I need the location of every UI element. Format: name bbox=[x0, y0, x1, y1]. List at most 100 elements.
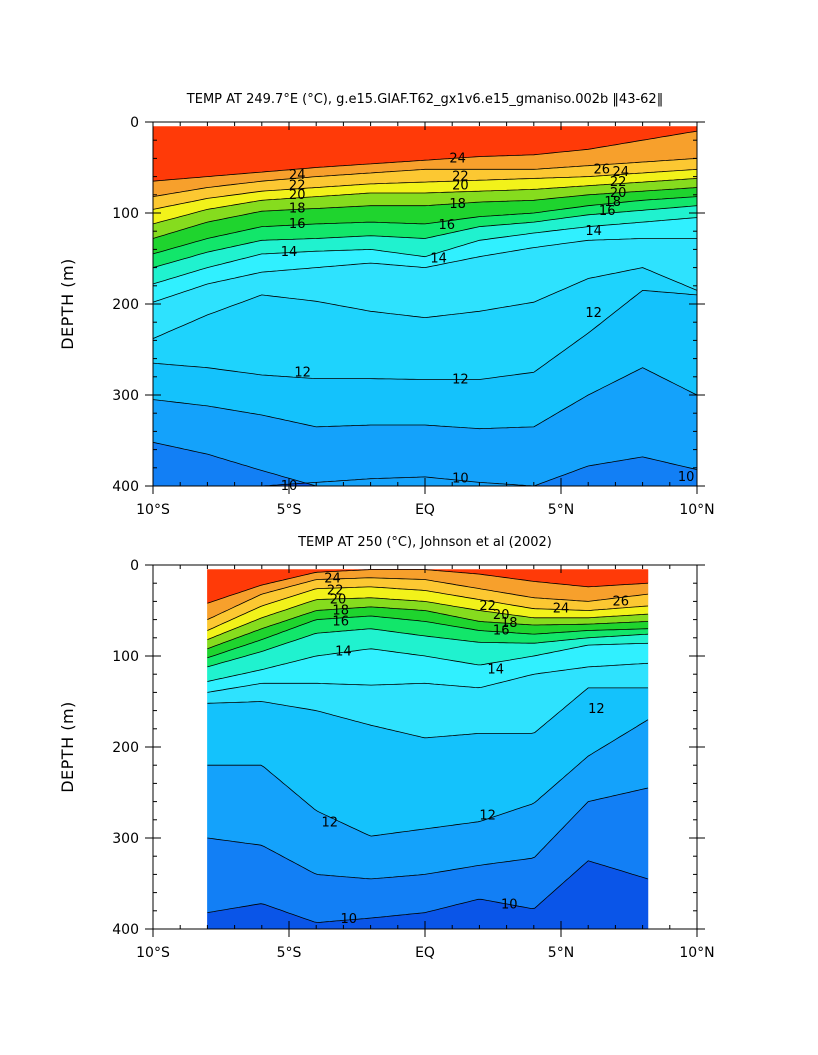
contour-label: 14 bbox=[585, 224, 602, 239]
isotherm-line bbox=[153, 158, 697, 197]
contour-label: 12 bbox=[479, 808, 496, 823]
axis-ticks bbox=[145, 121, 705, 494]
isotherm-line bbox=[207, 719, 649, 837]
isotherm-line bbox=[153, 289, 697, 380]
contour-fills bbox=[153, 126, 697, 486]
contour-label: 24 bbox=[553, 602, 570, 617]
contour-label: 14 bbox=[430, 252, 447, 267]
contour-label: 18 bbox=[332, 604, 349, 619]
contour-lines bbox=[207, 569, 649, 923]
contour-label: 20 bbox=[289, 188, 306, 203]
isotherm-line bbox=[207, 787, 649, 880]
contour-lines bbox=[153, 130, 697, 486]
isotherm-line bbox=[207, 687, 648, 739]
contour-label: 18 bbox=[289, 201, 306, 216]
isotherm-line bbox=[207, 615, 649, 659]
panel-title: TEMP AT 250 (°C), Johnson et al (2002) bbox=[297, 535, 552, 550]
contour-label: 10 bbox=[452, 472, 469, 487]
contour-label: 20 bbox=[493, 608, 510, 623]
y-axis-label: DEPTH (m) bbox=[58, 258, 77, 350]
panel-bottom: TEMP AT 250 (°C), Johnson et al (2002) 1… bbox=[58, 535, 715, 961]
x-tick-label: EQ bbox=[415, 502, 435, 518]
contour-label: 14 bbox=[487, 663, 504, 678]
x-tick-label: EQ bbox=[415, 945, 435, 961]
contour-label: 16 bbox=[332, 614, 349, 629]
y-tick-label: 0 bbox=[130, 115, 139, 131]
y-axis-label: DEPTH (m) bbox=[58, 701, 77, 793]
isotherm-line bbox=[153, 367, 697, 430]
isotherm-line bbox=[153, 196, 697, 255]
isotherm-line bbox=[207, 642, 649, 682]
contour-label: 18 bbox=[501, 616, 518, 631]
contour-label: 20 bbox=[330, 593, 347, 608]
y-tick-label: 0 bbox=[130, 558, 139, 574]
x-tick-labels: 10°S 5°S EQ 5°N 10°N bbox=[136, 502, 715, 518]
y-tick-label: 200 bbox=[112, 297, 139, 313]
isotherm-line bbox=[207, 569, 649, 604]
contour-label: 24 bbox=[449, 151, 466, 166]
y-tick-label: 400 bbox=[112, 479, 139, 495]
contour-label: 18 bbox=[604, 195, 621, 210]
isotherm-line bbox=[153, 267, 697, 339]
contour-label: 16 bbox=[493, 624, 510, 639]
contour-label: 10 bbox=[341, 912, 358, 927]
contour-label: 12 bbox=[452, 373, 469, 388]
isotherm-line bbox=[207, 586, 649, 631]
contour-label: 22 bbox=[327, 584, 344, 599]
x-tick-label: 5°S bbox=[277, 945, 302, 961]
contour-label: 14 bbox=[335, 645, 352, 660]
contour-label: 20 bbox=[610, 186, 627, 201]
isotherm-line bbox=[207, 577, 649, 620]
contour-label: 24 bbox=[613, 165, 630, 180]
contour-label: 18 bbox=[449, 197, 466, 212]
contour-label: 12 bbox=[588, 702, 605, 717]
isotherm-line bbox=[153, 178, 697, 225]
y-tick-label: 300 bbox=[112, 388, 139, 404]
contour-label: 22 bbox=[289, 179, 306, 194]
x-tick-label: 10°S bbox=[136, 502, 170, 518]
y-tick-label: 200 bbox=[112, 740, 139, 756]
x-tick-label: 5°S bbox=[277, 502, 302, 518]
isotherm-line bbox=[153, 441, 697, 486]
x-tick-label: 10°N bbox=[679, 945, 714, 961]
x-tick-label: 5°N bbox=[548, 945, 574, 961]
contour-label: 12 bbox=[294, 365, 311, 380]
panel-title: TEMP AT 249.7°E (°C), g.e15.GIAF.T62_gx1… bbox=[186, 92, 663, 107]
x-tick-labels: 10°S 5°S EQ 5°N 10°N bbox=[136, 945, 715, 961]
contour-label: 24 bbox=[289, 168, 306, 183]
contour-label: 24 bbox=[324, 572, 341, 587]
isotherm-line bbox=[207, 860, 649, 923]
isotherm-line bbox=[153, 476, 697, 486]
panel-top: TEMP AT 249.7°E (°C), g.e15.GIAF.T62_gx1… bbox=[58, 92, 715, 518]
isotherm-line bbox=[207, 606, 649, 650]
y-tick-label: 100 bbox=[112, 649, 139, 665]
x-tick-label: 10°N bbox=[679, 502, 714, 518]
contour-label: 20 bbox=[452, 179, 469, 194]
contour-label: 26 bbox=[613, 594, 630, 609]
contour-label: 22 bbox=[610, 175, 627, 190]
contour-label: 26 bbox=[594, 162, 611, 177]
isotherm-line bbox=[207, 628, 649, 668]
isotherm-line bbox=[153, 238, 697, 303]
contour-label: 10 bbox=[678, 470, 695, 485]
isotherm-line bbox=[153, 130, 697, 182]
y-tick-label: 100 bbox=[112, 206, 139, 222]
contour-label: 10 bbox=[501, 897, 518, 912]
contour-fills bbox=[207, 569, 649, 929]
contour-label: 16 bbox=[289, 217, 306, 232]
y-tick-label: 400 bbox=[112, 922, 139, 938]
axis-ticks bbox=[145, 564, 705, 937]
x-tick-label: 10°S bbox=[136, 945, 170, 961]
contour-label: 16 bbox=[439, 218, 456, 233]
isotherm-line bbox=[153, 187, 697, 239]
isotherm-line bbox=[153, 205, 697, 268]
isotherm-line bbox=[153, 217, 697, 285]
isotherm-line bbox=[153, 168, 697, 210]
y-tick-labels: 0 100 200 300 400 bbox=[112, 558, 139, 938]
contour-label: 22 bbox=[479, 599, 496, 614]
contour-label: 12 bbox=[322, 816, 339, 831]
contour-label: 14 bbox=[281, 245, 298, 260]
